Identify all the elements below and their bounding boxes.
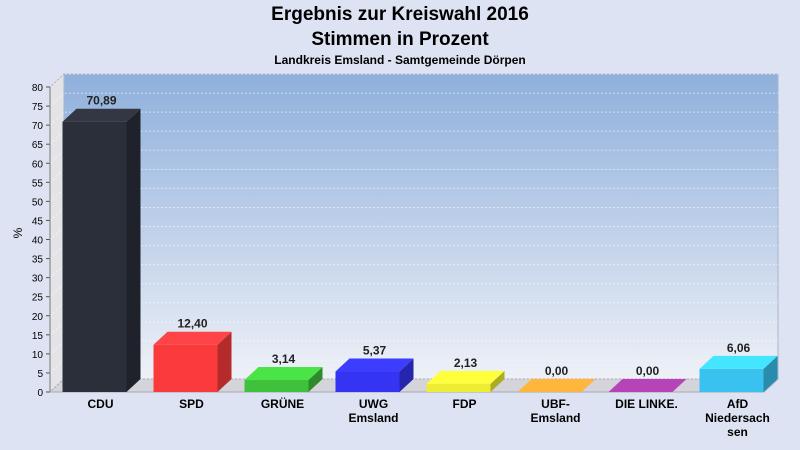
bar-front [153, 344, 218, 392]
x-tick-label: GRÜNE [261, 396, 304, 411]
bar-side [763, 355, 778, 392]
value-label: 2,13 [454, 356, 478, 370]
bar-front [699, 368, 764, 392]
x-tick-label: CDU [88, 397, 114, 411]
bar [608, 379, 687, 392]
y-tick-label: 20 [32, 312, 44, 323]
bar-top [608, 379, 687, 392]
value-label: 12,40 [177, 317, 207, 331]
bar-top [335, 358, 414, 372]
bar-top [699, 355, 778, 369]
bar [335, 358, 414, 392]
bar [517, 379, 596, 392]
y-tick-label: 15 [32, 331, 44, 342]
y-tick-label: 55 [32, 178, 44, 189]
y-tick-label: 35 [32, 255, 44, 266]
y-tick-label: 45 [32, 216, 44, 227]
bar-top [62, 108, 141, 122]
chart-title: Ergebnis zur Kreiswahl 2016 [271, 4, 529, 25]
bar-side [308, 367, 323, 392]
bar-top [426, 370, 505, 384]
x-tick-label: DIE LINKE. [615, 397, 678, 411]
x-tick-label: FDP [453, 397, 477, 411]
y-tick-label: 50 [32, 197, 44, 208]
y-tick-label: 40 [32, 236, 44, 247]
bars [62, 108, 778, 392]
y-tick-label: 65 [32, 140, 44, 151]
chart-title-line2: Stimmen in Prozent [311, 29, 489, 50]
x-tick-label: SPD [179, 397, 204, 411]
y-tick-label: 30 [32, 274, 44, 285]
bar-front [426, 383, 491, 392]
bar-side [126, 108, 141, 392]
bar [62, 108, 141, 392]
y-tick-label: 80 [32, 83, 44, 94]
y-tick-label: 75 [32, 102, 44, 113]
x-tick-label: UBF-Emsland [530, 397, 580, 425]
bar [426, 370, 505, 392]
y-tick-label: 5 [37, 369, 43, 380]
x-axis: CDU SPD GRÜNE UWG Emsland FDP UBF-Emsland DIE L… [88, 396, 770, 439]
value-labels: 70,89 12,40 3,14 5,37 2,13 0,00 0,00 6,06 [86, 94, 750, 378]
value-label: 0,00 [636, 364, 660, 378]
x-tick-label: UWG Emsland [348, 397, 398, 425]
y-tick-label: 70 [32, 121, 44, 132]
bar-front [244, 380, 309, 392]
bar-top [153, 331, 232, 345]
bar-top [244, 367, 323, 381]
y-tick-label: 0 [37, 388, 43, 399]
y-tick-label: 25 [32, 293, 44, 304]
bar [153, 331, 232, 392]
bar-side [399, 358, 414, 392]
value-label: 0,00 [545, 364, 569, 378]
y-tick-label: 10 [32, 350, 44, 361]
bar-side [490, 370, 505, 392]
bar-top [517, 379, 596, 392]
bar-front [62, 121, 127, 392]
y-axis-label: % [11, 227, 25, 238]
bar-side [217, 331, 232, 392]
x-tick-label: AfD Niedersach sen [705, 397, 770, 439]
bar [699, 355, 778, 392]
y-axis: 0 5 10 15 20 25 30 35 40 45 50 55 60 65 70 75 80% [11, 83, 51, 399]
y-tick-label: 60 [32, 159, 44, 170]
bar-front [335, 371, 400, 392]
bar [244, 367, 323, 392]
value-label: 3,14 [272, 352, 296, 366]
value-label: 6,06 [727, 341, 751, 355]
chart-subtitle: Landkreis Emsland - Samtgemeinde Dörpen [274, 53, 526, 67]
value-label: 5,37 [363, 344, 387, 358]
value-label: 70,89 [86, 94, 116, 108]
